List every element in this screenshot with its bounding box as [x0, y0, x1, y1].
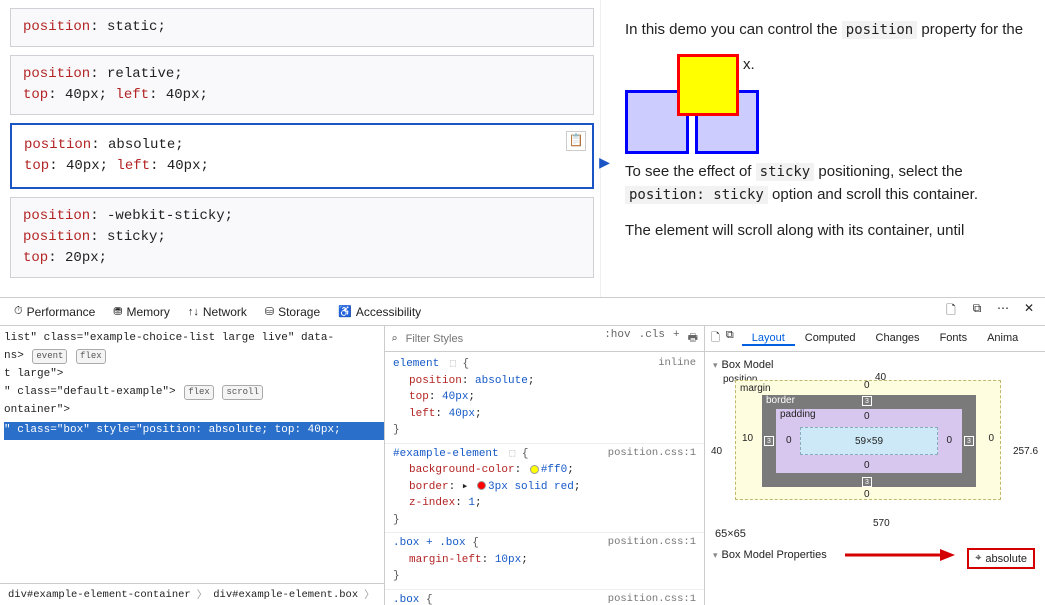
target-icon: ⌖	[975, 552, 981, 565]
devtools-icon-1[interactable]: ⧉	[967, 301, 987, 322]
css-rule[interactable]: position.css:1.box {background-color: rg…	[385, 590, 704, 605]
pos-left[interactable]: 40	[711, 446, 722, 457]
css-option-1[interactable]: position: relative;top: 40px; left: 40px…	[10, 55, 594, 115]
devtools-tab-accessibility[interactable]: ♿Accessibility	[330, 305, 429, 319]
layout-icon[interactable]: ⧉	[726, 329, 734, 348]
copy-icon[interactable]: 📋	[566, 131, 586, 151]
dom-row[interactable]: t large">	[4, 366, 384, 384]
css-rule[interactable]: inlineelement ⬚ {position: absolute;top:…	[385, 354, 704, 444]
filter-styles-input[interactable]	[406, 333, 597, 345]
dom-row[interactable]: " class="box" style="position: absolute;…	[4, 422, 384, 440]
styles-toolbar-🖶[interactable]: 🖶	[688, 329, 698, 348]
element-size: 65×65	[713, 528, 1037, 540]
demo-text-3: The element will scroll along with its c…	[625, 219, 1025, 242]
layout-icon[interactable]: 🗋	[711, 329, 720, 348]
demo-stray-text: x.	[743, 56, 755, 73]
devtools-tab-memory[interactable]: ⛃Memory	[105, 305, 178, 319]
padding-label: padding	[780, 409, 816, 420]
css-options-panel: position: static; position: relative;top:…	[0, 0, 600, 297]
devtools-icon-0[interactable]: 🗋	[941, 301, 961, 322]
position-value-badge[interactable]: ⌖ absolute	[967, 548, 1035, 569]
border-left[interactable]: 3	[764, 436, 774, 446]
layout-tab-computed[interactable]: Computed	[795, 332, 866, 344]
demo-text-2: To see the effect of sticky positioning,…	[625, 160, 1025, 207]
padding-left[interactable]: 0	[786, 435, 792, 446]
annotation-arrow	[845, 545, 955, 565]
padding-bottom[interactable]: 0	[864, 460, 870, 471]
demo-panel: In this demo you can control the positio…	[600, 0, 1045, 297]
devtools-tab-performance[interactable]: ⏱Performance	[6, 305, 103, 319]
pos-right[interactable]: 257.6	[1013, 446, 1038, 457]
css-rule[interactable]: position.css:1.box + .box {margin-left: …	[385, 533, 704, 590]
devtools: ⏱Performance⛃Memory↑↓Network⛁Storage♿Acc…	[0, 297, 1045, 605]
margin-left[interactable]: 10	[742, 433, 753, 444]
css-rule[interactable]: position.css:1#example-element ⬚ {backgr…	[385, 444, 704, 534]
styles-toolbar-+[interactable]: +	[673, 329, 680, 348]
styles-toolbar: ⌕ :hov .cls + 🖶	[385, 326, 704, 352]
css-option-2[interactable]: position: absolute;top: 40px; left: 40px…	[10, 123, 594, 189]
demo-text-1: In this demo you can control the positio…	[625, 18, 1025, 42]
layout-panel: 🗋⧉ LayoutComputedChangesFontsAnima Box M…	[705, 326, 1045, 605]
layout-tabbar: 🗋 ⧉ LayoutComputedChangesFontsAnima	[705, 326, 1045, 352]
css-option-0[interactable]: position: static;	[10, 8, 594, 47]
devtools-tab-storage[interactable]: ⛁Storage	[257, 305, 328, 319]
styles-panel: ⌕ :hov .cls + 🖶 inlineelement ⬚ {position: …	[385, 326, 705, 605]
padding-top[interactable]: 0	[864, 411, 870, 422]
border-right[interactable]: 3	[964, 436, 974, 446]
boxmodel-diagram[interactable]: position 40 40 257.6 570 margin 0 10 0 0…	[735, 380, 1037, 500]
margin-bottom[interactable]: 0	[864, 489, 870, 500]
dom-row[interactable]: ns> event flex	[4, 348, 384, 366]
layout-tab-fonts[interactable]: Fonts	[930, 332, 978, 344]
css-option-3[interactable]: position: -webkit-sticky;position: stick…	[10, 197, 594, 278]
breadcrumb-item[interactable]: div#example-element.box	[209, 589, 362, 601]
selected-indicator-icon: ▶	[599, 151, 610, 178]
padding-right[interactable]: 0	[946, 435, 952, 446]
margin-right[interactable]: 0	[988, 433, 994, 444]
dom-inspector[interactable]: list" class="example-choice-list large l…	[0, 326, 385, 605]
styles-toolbar-:hov[interactable]: :hov	[604, 329, 630, 348]
dom-row[interactable]: ontainer">	[4, 402, 384, 420]
border-label: border	[766, 395, 795, 406]
border-top[interactable]: 3	[862, 396, 872, 406]
devtools-icon-3[interactable]: ✕	[1019, 301, 1039, 322]
layout-tab-changes[interactable]: Changes	[866, 332, 930, 344]
layout-tab-anima[interactable]: Anima	[977, 332, 1028, 344]
layout-tab-layout[interactable]: Layout	[742, 332, 795, 346]
devtools-tab-network[interactable]: ↑↓Network	[180, 305, 255, 319]
funnel-icon[interactable]: ⌕	[391, 332, 398, 346]
content-size[interactable]: 59×59	[800, 427, 938, 455]
margin-top[interactable]: 0	[864, 380, 870, 391]
breadcrumb-item[interactable]: div#example-element-container	[4, 589, 195, 601]
demo-yellow-box	[677, 54, 739, 116]
styles-toolbar-.cls[interactable]: .cls	[639, 329, 665, 348]
devtools-icon-2[interactable]: ⋯	[993, 301, 1013, 322]
border-bottom[interactable]: 3	[862, 477, 872, 487]
demo-boxes: x.	[625, 54, 1025, 122]
dom-row[interactable]: " class="default-example"> flex scroll	[4, 384, 384, 402]
dom-breadcrumb[interactable]: div#example-element-container〉div#exampl…	[0, 583, 384, 605]
dom-row[interactable]: list" class="example-choice-list large l…	[4, 330, 384, 348]
margin-label: margin	[740, 383, 771, 394]
pos-bottom[interactable]: 570	[873, 518, 890, 529]
devtools-tabbar: ⏱Performance⛃Memory↑↓Network⛁Storage♿Acc…	[0, 298, 1045, 326]
